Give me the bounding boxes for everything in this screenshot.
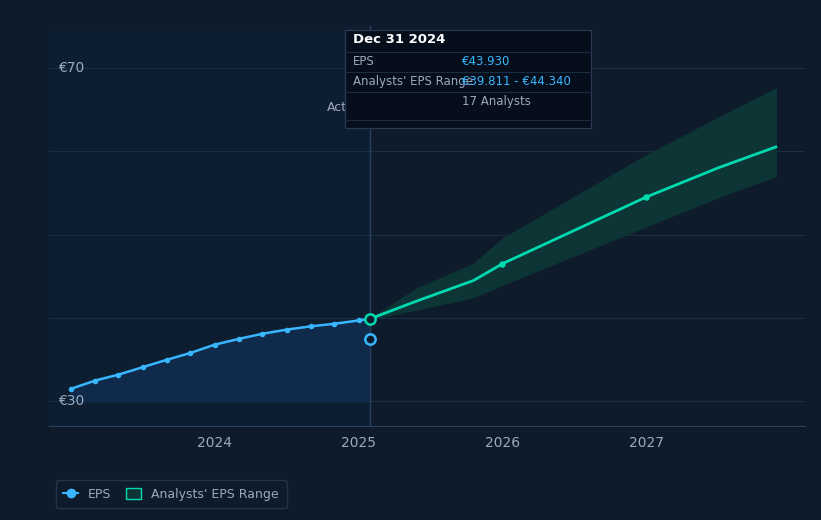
- Text: Actual: Actual: [327, 101, 366, 114]
- Point: [232, 335, 245, 343]
- Point: [364, 315, 377, 323]
- Point: [64, 385, 77, 393]
- Legend: EPS, Analysts' EPS Range: EPS, Analysts' EPS Range: [56, 480, 287, 508]
- Point: [184, 349, 197, 357]
- Point: [352, 316, 365, 324]
- Point: [640, 193, 653, 201]
- Text: Analysts Forecasts: Analysts Forecasts: [374, 101, 490, 114]
- Text: €43.930: €43.930: [462, 55, 511, 68]
- Point: [209, 341, 222, 349]
- Point: [161, 356, 174, 364]
- Text: €30: €30: [58, 394, 85, 408]
- Text: EPS: EPS: [353, 55, 374, 68]
- Text: €70: €70: [58, 61, 85, 75]
- Point: [364, 335, 377, 343]
- Text: 17 Analysts: 17 Analysts: [462, 95, 531, 108]
- Bar: [49, 26, 370, 426]
- Point: [280, 326, 293, 334]
- Point: [496, 259, 509, 268]
- Point: [136, 363, 149, 371]
- Point: [328, 320, 341, 328]
- Text: €39.811 - €44.340: €39.811 - €44.340: [462, 75, 571, 88]
- Point: [255, 330, 268, 338]
- Point: [112, 371, 125, 379]
- Text: Analysts' EPS Range: Analysts' EPS Range: [353, 75, 473, 88]
- Point: [305, 322, 318, 331]
- Point: [89, 376, 102, 385]
- FancyBboxPatch shape: [346, 30, 591, 128]
- Text: Dec 31 2024: Dec 31 2024: [353, 33, 445, 46]
